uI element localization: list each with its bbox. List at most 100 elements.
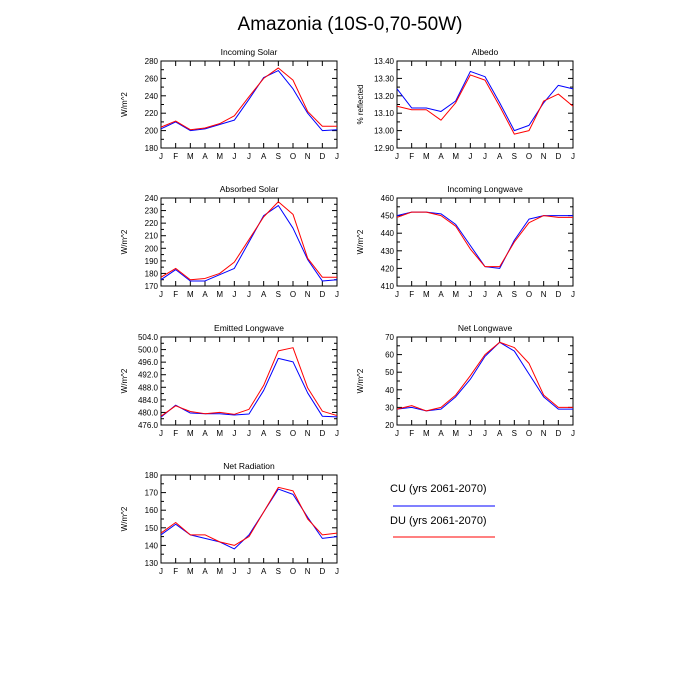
x-tick-label: D (319, 567, 325, 576)
x-tick-label: N (305, 567, 311, 576)
y-tick-label: 150 (145, 524, 159, 533)
x-tick-label: D (555, 152, 561, 161)
y-tick-label: 13.10 (374, 109, 395, 118)
y-tick-label: 430 (381, 247, 395, 256)
x-tick-label: M (216, 290, 223, 299)
x-tick-label: D (319, 429, 325, 438)
y-tick-label: 180 (145, 471, 159, 480)
y-tick-label: 488.0 (138, 383, 159, 392)
x-tick-label: M (452, 152, 459, 161)
x-tick-label: S (276, 152, 281, 161)
x-tick-label: J (483, 429, 487, 438)
y-tick-label: 190 (145, 257, 159, 266)
x-tick-label: J (468, 429, 472, 438)
panel-title: Net Longwave (458, 323, 513, 333)
series-line-cu (396, 211, 573, 269)
y-tick-label: 13.30 (374, 74, 395, 83)
figure-title: Amazonia (10S-0,70-50W) (238, 14, 463, 35)
x-tick-label: M (452, 429, 459, 438)
series-line-cu (160, 205, 338, 282)
x-tick-label: S (512, 152, 517, 161)
x-tick-label: J (159, 567, 163, 576)
x-tick-label: F (173, 567, 178, 576)
y-tick-label: 220 (145, 109, 159, 118)
x-tick-label: N (541, 152, 547, 161)
x-tick-label: A (261, 152, 267, 161)
panel-title: Incoming Solar (221, 47, 278, 57)
panel-3: Incoming Longwave W/m^2 410 420 430 440 450 460… (356, 184, 575, 299)
x-tick-label: J (395, 152, 399, 161)
x-tick-label: F (173, 152, 178, 161)
x-tick-label: J (232, 429, 236, 438)
x-tick-label: J (571, 429, 575, 438)
y-tick-label: 504.0 (138, 333, 159, 342)
x-tick-label: N (305, 290, 311, 299)
y-axis-label: W/m^2 (120, 368, 129, 393)
y-tick-label: 180 (145, 144, 159, 153)
series-line-cu (160, 488, 338, 550)
x-tick-label: A (438, 152, 444, 161)
panel-title: Incoming Longwave (447, 184, 523, 194)
y-tick-label: 30 (385, 403, 394, 412)
x-tick-label: J (571, 152, 575, 161)
series-line-cu (160, 70, 338, 132)
x-tick-label: N (541, 290, 547, 299)
x-tick-label: J (395, 290, 399, 299)
series-line-du (396, 211, 573, 268)
y-tick-label: 200 (145, 127, 159, 136)
x-tick-label: J (483, 290, 487, 299)
legend-label-cu: CU (yrs 2061-2070) (390, 483, 487, 495)
series-line-du (396, 341, 573, 412)
x-tick-label: O (290, 290, 296, 299)
y-tick-label: 480.0 (138, 408, 159, 417)
series-line-du (160, 67, 337, 131)
y-tick-label: 70 (385, 333, 394, 342)
x-tick-label: F (409, 290, 414, 299)
x-tick-label: O (290, 152, 296, 161)
x-tick-label: J (395, 429, 399, 438)
y-tick-label: 12.90 (374, 144, 395, 153)
x-tick-label: M (216, 429, 223, 438)
x-tick-label: M (423, 290, 430, 299)
series-line-cu (396, 341, 573, 412)
x-tick-label: A (202, 429, 208, 438)
y-tick-label: 210 (145, 232, 159, 241)
x-tick-label: J (159, 152, 163, 161)
series-line-cu (160, 357, 338, 418)
y-tick-label: 476.0 (138, 421, 159, 430)
x-tick-label: O (290, 567, 296, 576)
x-tick-label: J (335, 429, 339, 438)
y-tick-label: 220 (145, 219, 159, 228)
x-tick-label: M (423, 429, 430, 438)
x-tick-label: O (526, 429, 532, 438)
x-tick-label: F (173, 290, 178, 299)
series-line-du (160, 201, 337, 281)
x-tick-label: D (319, 152, 325, 161)
plot-frame (160, 474, 338, 564)
y-tick-label: 230 (145, 207, 159, 216)
y-tick-label: 260 (145, 74, 159, 83)
y-tick-label: 50 (385, 368, 394, 377)
y-tick-label: 160 (145, 506, 159, 515)
x-tick-label: M (452, 290, 459, 299)
panel-title: Net Radiation (223, 461, 275, 471)
x-tick-label: D (555, 429, 561, 438)
y-axis-label: W/m^2 (120, 229, 129, 254)
legend: CU (yrs 2061-2070) DU (yrs 2061-2070) (390, 483, 495, 538)
x-tick-label: J (232, 152, 236, 161)
plot-frame (396, 336, 574, 426)
y-tick-label: 410 (381, 282, 395, 291)
y-tick-label: 170 (145, 282, 159, 291)
x-tick-label: S (276, 290, 281, 299)
y-axis-label: W/m^2 (120, 92, 129, 117)
y-tick-label: 484.0 (138, 396, 159, 405)
panel-1: Albedo % reflected 12.90 13.00 13.10 13.20 13.… (356, 47, 575, 161)
y-tick-label: 13.40 (374, 57, 395, 66)
x-tick-label: J (335, 290, 339, 299)
x-tick-label: S (512, 429, 517, 438)
